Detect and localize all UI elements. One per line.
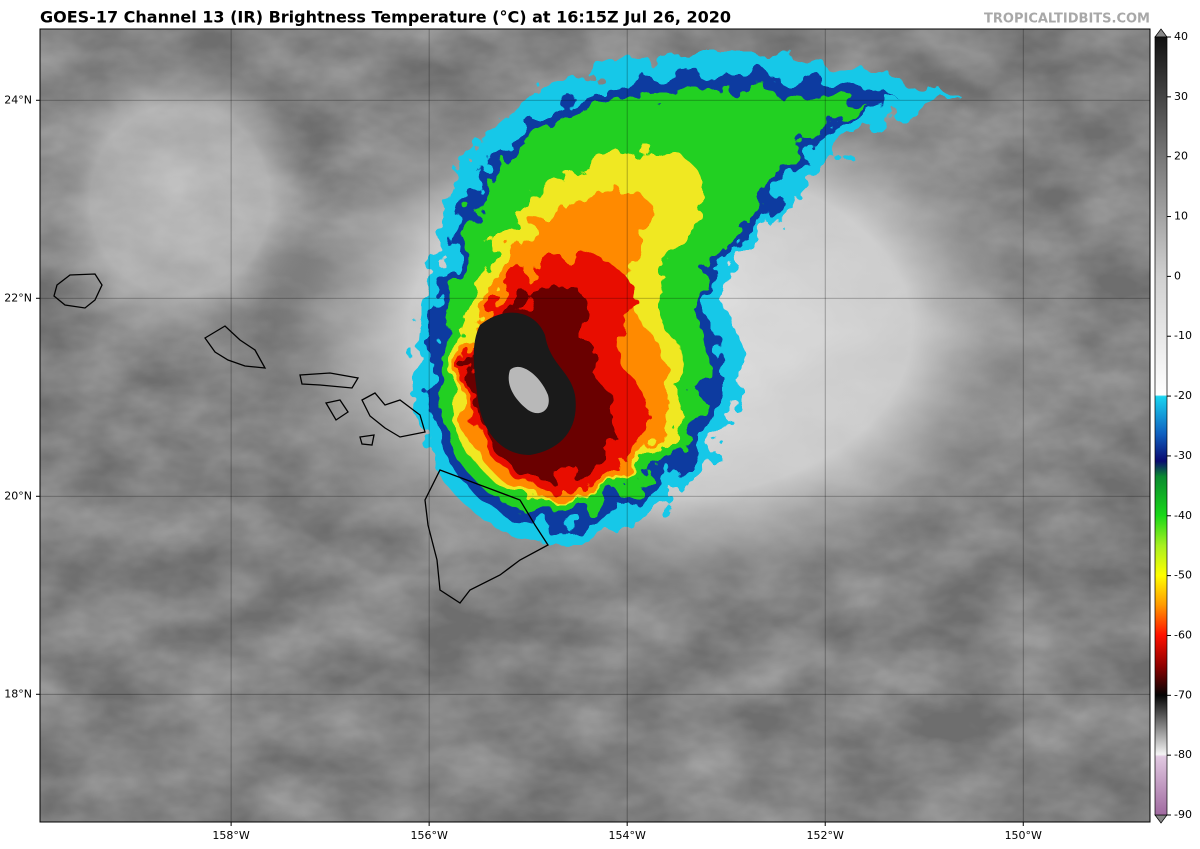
colorbar-label: -70	[1174, 688, 1192, 701]
x-tick-label: 158°W	[212, 829, 249, 842]
x-tick-label: 152°W	[807, 829, 844, 842]
colorbar-label: -80	[1174, 748, 1192, 761]
colorbar-label: -30	[1174, 449, 1192, 462]
map-image	[40, 29, 1150, 822]
colorbar-label: 20	[1174, 150, 1188, 163]
colorbar-label: 10	[1174, 210, 1188, 223]
colorbar-label: -40	[1174, 509, 1192, 522]
watermark: TROPICALTIDBITS.COM	[984, 12, 1150, 27]
title: GOES-17 Channel 13 (IR) Brightness Tempe…	[40, 8, 731, 27]
x-tick-label: 154°W	[608, 829, 645, 842]
colorbar-label: 40	[1174, 30, 1188, 43]
colorbar-label: -90	[1174, 808, 1192, 821]
map-frame	[39, 28, 1151, 823]
y-tick-label: 24°N	[4, 93, 32, 106]
x-tick-label: 156°W	[410, 829, 447, 842]
coastlines	[53, 273, 549, 604]
colorbar-label: -60	[1174, 628, 1192, 641]
colorbar-label: -20	[1174, 389, 1192, 402]
y-tick-label: 18°N	[4, 687, 32, 700]
colorbar-label: -50	[1174, 569, 1192, 582]
x-tick-label: 150°W	[1005, 829, 1042, 842]
colorbar-label: 30	[1174, 90, 1188, 103]
colorbar	[1154, 28, 1168, 824]
y-tick-label: 22°N	[4, 291, 32, 304]
colorbar-label: 0	[1174, 269, 1181, 282]
y-tick-label: 20°N	[4, 489, 32, 502]
colorbar-label: -10	[1174, 329, 1192, 342]
